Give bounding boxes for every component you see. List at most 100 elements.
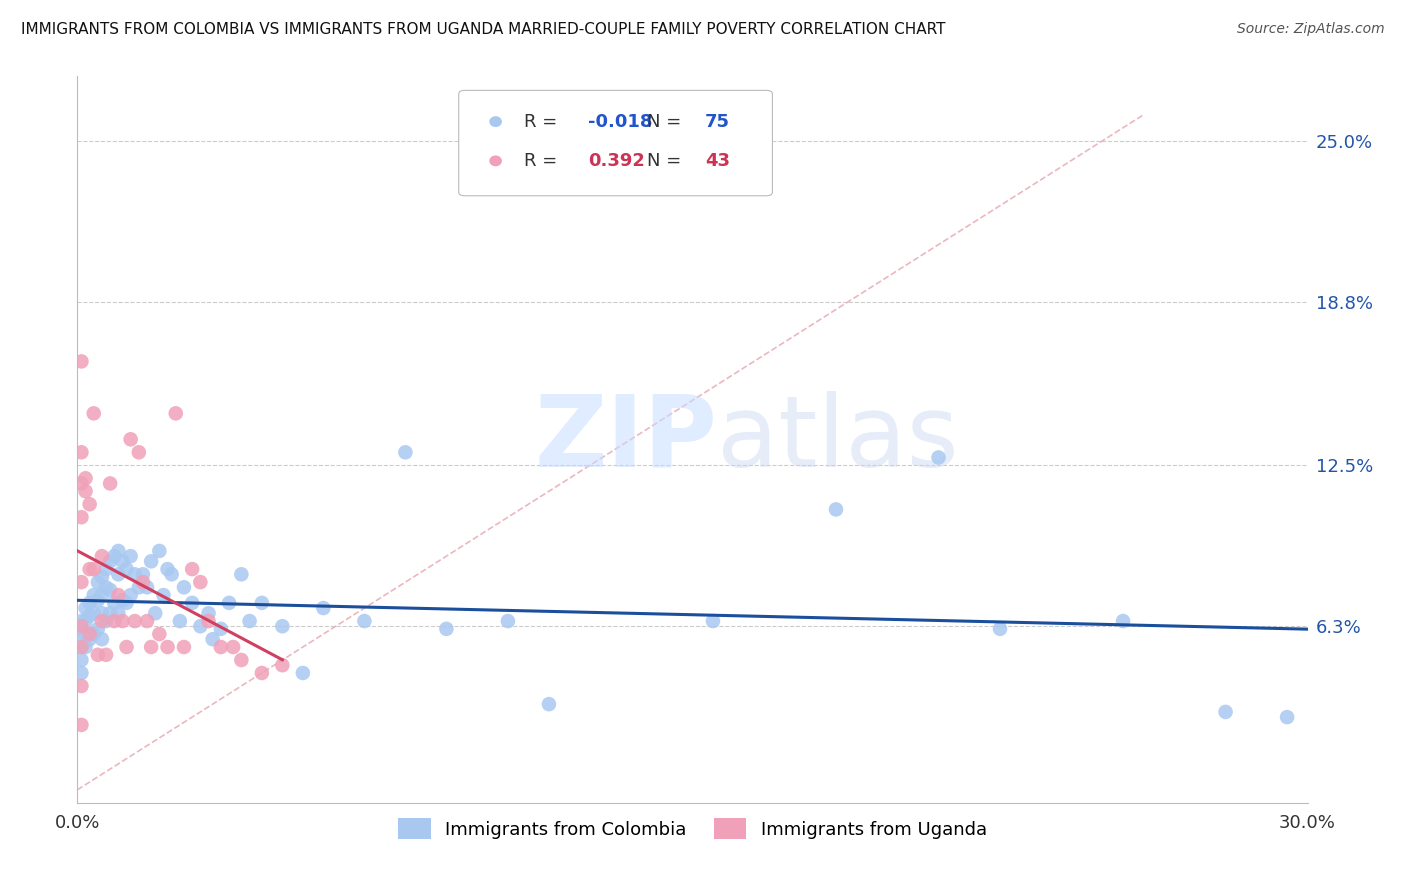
Point	[90, 614, 114, 628]
Text: N =: N =	[647, 112, 681, 130]
Point	[239, 614, 262, 628]
FancyBboxPatch shape	[458, 90, 772, 195]
Point	[90, 570, 114, 584]
Point	[83, 406, 105, 420]
Point	[107, 544, 129, 558]
Point	[70, 619, 93, 633]
Point	[115, 562, 138, 576]
Point	[181, 596, 204, 610]
Ellipse shape	[491, 117, 501, 127]
Point	[496, 614, 519, 628]
Point	[79, 608, 101, 623]
Point	[825, 502, 848, 516]
Point	[436, 622, 458, 636]
Point	[271, 619, 294, 633]
Point	[165, 406, 187, 420]
Point	[75, 640, 97, 654]
Point	[87, 622, 110, 636]
Point	[70, 614, 93, 628]
Point	[70, 665, 93, 680]
Point	[70, 653, 93, 667]
Text: 0.392: 0.392	[588, 152, 645, 169]
Point	[111, 614, 134, 628]
Point	[231, 567, 253, 582]
Point	[70, 679, 93, 693]
Text: IMMIGRANTS FROM COLOMBIA VS IMMIGRANTS FROM UGANDA MARRIED-COUPLE FAMILY POVERTY: IMMIGRANTS FROM COLOMBIA VS IMMIGRANTS F…	[21, 22, 946, 37]
Point	[169, 614, 191, 628]
Point	[90, 607, 114, 621]
Point	[988, 622, 1011, 636]
Point	[79, 627, 101, 641]
Point	[209, 622, 232, 636]
Point	[111, 554, 134, 568]
Point	[70, 575, 93, 590]
Point	[188, 575, 212, 590]
Point	[98, 476, 121, 491]
Point	[79, 562, 101, 576]
Point	[148, 544, 170, 558]
Point	[271, 658, 294, 673]
Point	[136, 614, 159, 628]
Point	[94, 648, 117, 662]
Point	[141, 554, 163, 568]
Text: R =: R =	[524, 112, 557, 130]
Point	[75, 484, 97, 499]
Point	[152, 588, 174, 602]
Point	[160, 567, 183, 582]
Point	[353, 614, 375, 628]
Point	[103, 596, 125, 610]
Point	[173, 580, 195, 594]
Point	[188, 619, 212, 633]
Point	[291, 665, 314, 680]
Point	[70, 640, 93, 654]
Point	[70, 640, 93, 654]
Point	[94, 580, 117, 594]
Point	[141, 640, 163, 654]
Point	[107, 607, 129, 621]
Point	[90, 588, 114, 602]
Point	[103, 614, 125, 628]
Point	[197, 614, 219, 628]
Point	[209, 640, 232, 654]
Point	[87, 593, 110, 607]
Point	[90, 549, 114, 563]
Point	[107, 588, 129, 602]
Point	[250, 596, 273, 610]
Text: N =: N =	[647, 152, 681, 169]
Point	[120, 588, 142, 602]
Point	[201, 632, 224, 647]
Point	[83, 627, 105, 641]
Ellipse shape	[491, 156, 501, 166]
Point	[98, 554, 121, 568]
Point	[75, 614, 97, 628]
Legend: Immigrants from Colombia, Immigrants from Uganda: Immigrants from Colombia, Immigrants fro…	[389, 809, 995, 848]
Text: 43: 43	[704, 152, 730, 169]
Point	[103, 549, 125, 563]
Point	[222, 640, 245, 654]
Point	[83, 607, 105, 621]
Text: -0.018: -0.018	[588, 112, 652, 130]
Point	[87, 648, 110, 662]
Point	[928, 450, 950, 465]
Point	[231, 653, 253, 667]
Point	[394, 445, 416, 459]
Point	[136, 580, 159, 594]
Text: atlas: atlas	[717, 391, 959, 488]
Point	[197, 607, 219, 621]
Point	[98, 582, 121, 597]
Point	[537, 697, 560, 711]
Point	[128, 580, 150, 594]
Point	[90, 632, 114, 647]
Point	[70, 510, 93, 524]
Point	[181, 562, 204, 576]
Point	[79, 497, 101, 511]
Point	[70, 718, 93, 732]
Point	[132, 575, 155, 590]
Point	[250, 665, 273, 680]
Point	[70, 627, 93, 641]
Point	[87, 575, 110, 590]
Point	[94, 614, 117, 628]
Text: Source: ZipAtlas.com: Source: ZipAtlas.com	[1237, 22, 1385, 37]
Point	[79, 632, 101, 647]
Point	[120, 549, 142, 563]
